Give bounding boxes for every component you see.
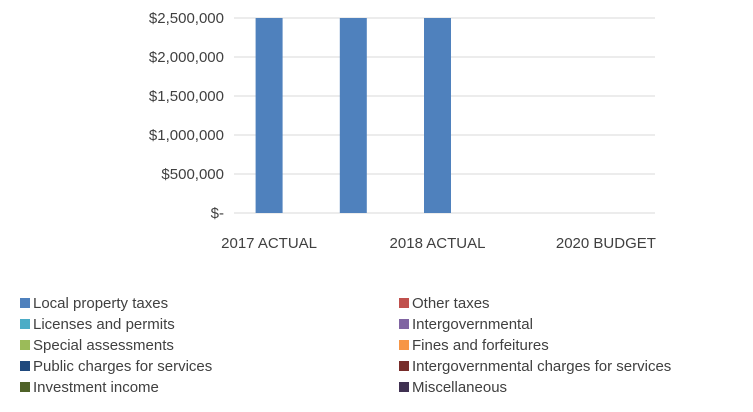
legend-item: Public charges for services [20, 356, 399, 376]
legend-item: Intergovernmental [399, 314, 749, 334]
legend-label: Fines and forfeitures [412, 336, 549, 354]
y-tick-label: $500,000 [161, 166, 224, 183]
legend-label: Special assessments [33, 336, 174, 354]
y-tick-label: $1,500,000 [149, 88, 224, 105]
y-tick-label: $1,000,000 [149, 127, 224, 144]
legend-swatch [399, 340, 409, 350]
y-tick-label: $- [211, 205, 224, 222]
legend-item: Fines and forfeitures [399, 335, 749, 355]
bar [424, 18, 451, 213]
legend-swatch [20, 319, 30, 329]
legend-label: Public charges for services [33, 357, 213, 375]
legend-label: Other taxes [412, 294, 490, 312]
x-tick-label: 2017 ACTUAL [221, 235, 317, 252]
legend-item: Special assessments [20, 335, 399, 355]
legend-label: Local property taxes [33, 294, 169, 312]
legend-item: Miscellaneous [399, 377, 749, 397]
legend-label: Miscellaneous [412, 378, 508, 396]
legend-swatch [399, 361, 409, 371]
bar [339, 18, 367, 213]
legend-swatch [399, 319, 409, 329]
legend-swatch [20, 340, 30, 350]
legend-item: Licenses and permits [20, 314, 399, 334]
legend-item: Investment income [20, 377, 399, 397]
bar [255, 18, 283, 213]
legend-label: Investment income [33, 378, 159, 396]
legend-swatch [399, 298, 409, 308]
legend-swatch [399, 382, 409, 392]
legend-swatch [20, 298, 30, 308]
y-tick-label: $2,500,000 [149, 10, 224, 27]
chart-legend: Local property taxes Other taxes Licenses … [20, 293, 750, 397]
legend-item: Other taxes [399, 293, 749, 313]
legend-label: Intergovernmental charges for services [412, 357, 672, 375]
legend-swatch [20, 382, 30, 392]
legend-label: Licenses and permits [33, 315, 175, 333]
y-tick-label: $2,000,000 [149, 49, 224, 66]
legend-item: Intergovernmental charges for services [399, 356, 749, 376]
x-tick-label: 2020 BUDGET [556, 235, 656, 252]
legend-swatch [20, 361, 30, 371]
legend-item: Local property taxes [20, 293, 399, 313]
chart: $- $500,000 $1,000,000 $1,500,000 $2,000,000… [149, 10, 656, 252]
legend-label: Intergovernmental [412, 315, 533, 333]
x-tick-label: 2018 ACTUAL [390, 235, 486, 252]
